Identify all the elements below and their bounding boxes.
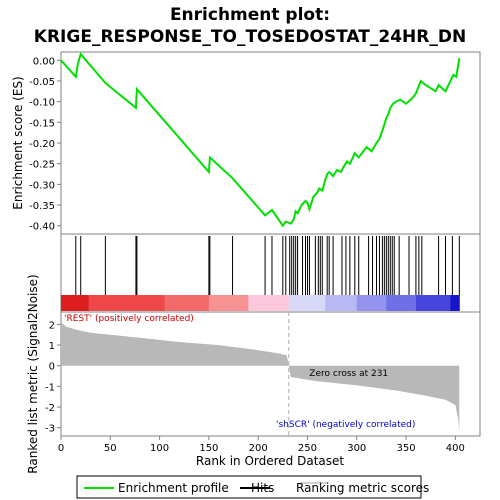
hit-markers [75,236,460,295]
x-tick-label: 50 [104,443,117,454]
heat-bar-segment [248,295,290,311]
es-panel: 0.00 -0.05 -0.10 -0.15 -0.20 -0.25 -0.30 -0.35 -… [11,51,481,235]
chart-title-line1: Enrichment plot: [170,5,330,25]
metric-tick-label: 1 [49,341,55,352]
es-tick-label: -0.10 [29,98,55,109]
heat-bar-segment [415,295,451,311]
metric-tick-label: 2 [49,320,55,331]
x-tick-label: 200 [249,443,268,454]
heat-bar-segment [164,295,210,311]
es-y-axis-label: Enrichment score (ES) [11,76,25,209]
metric-y-axis-label: Ranked list metric (Signal2Noise) [26,274,40,473]
metric-y-ticks: 2 1 0 -1 -2 -3 [45,320,61,435]
heat-bar-segment [208,295,249,311]
es-tick-label: -0.40 [29,222,55,233]
heat-bar-segment [356,295,387,311]
es-y-ticks: 0.00 -0.05 -0.10 -0.15 -0.20 -0.25 -0.30 -0.35 -… [29,56,61,233]
correlation-heat-bar [61,295,460,311]
es-tick-label: -0.20 [29,139,55,150]
x-axis-label: Rank in Ordered Dataset [196,454,344,468]
legend-metric-label: Ranking metric scores [296,481,429,495]
heat-bar-segment [288,295,326,311]
positive-correlation-label: 'REST' (positively correlated) [64,314,194,324]
es-tick-label: -0.25 [29,160,55,171]
x-tick-label: 100 [150,443,169,454]
zero-cross-label: Zero cross at 231 [309,369,388,379]
x-tick-label: 150 [199,443,218,454]
heat-bar-segment [450,295,460,311]
metric-tick-label: -3 [45,424,55,435]
es-tick-label: -0.30 [29,180,55,191]
x-tick-label: 350 [397,443,416,454]
es-tick-label: -0.35 [29,201,55,212]
legend-hits-label: Hits [251,481,274,495]
chart-title-line2: KRIGE_RESPONSE_TO_TOSEDOSTAT_24HR_DN [34,27,466,47]
heat-bar-segment [88,295,166,311]
metric-tick-label: 0 [49,362,55,373]
es-tick-label: 0.00 [33,56,55,67]
heat-bar-segment [61,295,90,311]
legend: Enrichment profile Hits Ranking metric s… [76,475,429,499]
x-tick-label: 300 [347,443,366,454]
es-tick-label: -0.15 [29,118,55,129]
enrichment-profile-line [60,52,461,228]
es-tick-label: -0.05 [29,77,55,88]
x-tick-label: 400 [446,443,465,454]
metric-panel: 2 1 0 -1 -2 -3 'REST' (positively correlated)… [26,274,481,474]
negative-correlation-label: 'shSCR' (negatively correlated) [276,420,415,430]
legend-profile-label: Enrichment profile [118,481,229,495]
x-tick-label: 250 [298,443,317,454]
x-tick-label: 0 [58,443,64,454]
ranking-metric-area [61,322,460,432]
hits-panel [60,233,481,313]
es-panel-frame [60,51,481,235]
metric-tick-label: -1 [45,382,55,393]
x-axis-ticks: 0 50 100 150 200 250 300 350 400 [58,436,465,454]
heat-bar-segment [386,295,417,311]
heat-bar-segment [325,295,358,311]
metric-tick-label: -2 [45,403,55,414]
